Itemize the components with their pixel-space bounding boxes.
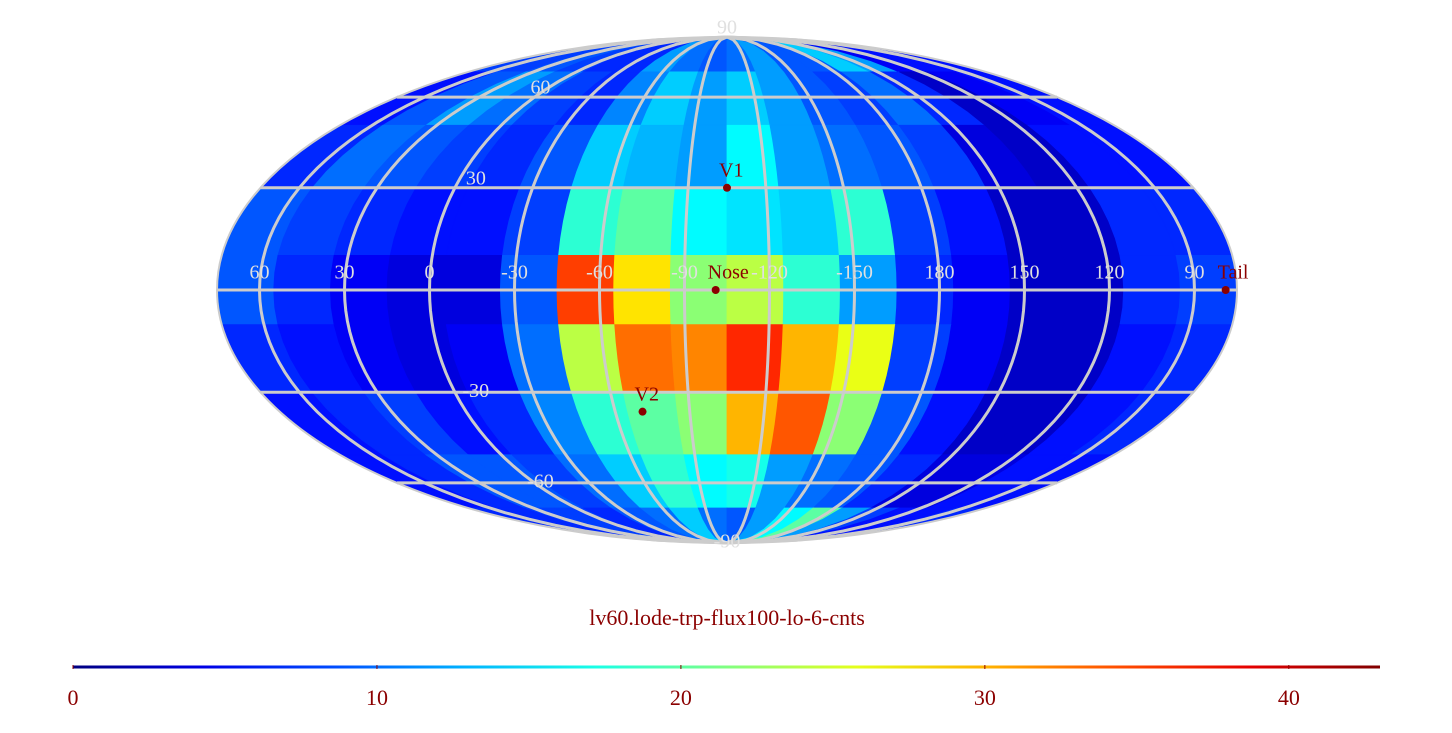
marker — [1221, 286, 1230, 294]
lon-tick-label: 120 — [1095, 262, 1125, 284]
heat-cell — [670, 187, 728, 256]
colorbar-tick-label: 20 — [670, 685, 692, 710]
colorbar — [73, 665, 1380, 669]
heat-cell — [614, 324, 676, 393]
colorbar-tick-label: 10 — [366, 685, 388, 710]
heat-cell — [726, 187, 784, 256]
lat-tick-label: 30 — [466, 167, 486, 189]
lat-tick-label: -60 — [527, 470, 554, 492]
marker-label: Tail — [1218, 262, 1249, 284]
lon-tick-label: 60 — [250, 262, 270, 284]
marker-label: V1 — [719, 159, 743, 181]
lon-tick-label: -90 — [671, 262, 698, 284]
heat-cell — [778, 187, 840, 256]
lat-tick-label: -30 — [463, 380, 490, 402]
marker-label: V2 — [635, 383, 659, 405]
lon-tick-label: -120 — [751, 262, 788, 284]
lon-tick-label: -150 — [836, 262, 873, 284]
map-border — [216, 36, 1238, 544]
heat-cell — [670, 324, 728, 393]
lon-tick-label: 150 — [1010, 262, 1040, 284]
marker — [723, 183, 731, 192]
heat-cell — [726, 391, 780, 456]
lon-tick-label: 180 — [925, 262, 955, 284]
heat-cell — [778, 324, 840, 393]
lon-tick-label: 0 — [425, 262, 435, 284]
lat-tick-label: 90 — [717, 17, 737, 39]
marker — [638, 407, 647, 416]
lon-tick-label: -60 — [586, 262, 613, 284]
marker — [711, 286, 720, 294]
heat-cell — [674, 391, 728, 456]
heat-cell — [726, 324, 784, 393]
lon-tick-label: -30 — [501, 262, 528, 284]
colorbar-tick-label: 0 — [68, 685, 79, 710]
lon-tick-label: 90 — [1185, 262, 1205, 284]
lon-tick-label: 30 — [335, 262, 355, 284]
heat-cell — [614, 187, 676, 256]
chart-title: lv60.lode-trp-flux100-lo-6-cnts — [589, 605, 865, 630]
colorbar-tick-label: 30 — [974, 685, 996, 710]
lat-tick-label: 60 — [530, 77, 550, 99]
colorbar-tick-label: 40 — [1278, 685, 1300, 710]
lat-tick-label: -90 — [714, 531, 741, 553]
marker-label: Nose — [708, 262, 749, 284]
